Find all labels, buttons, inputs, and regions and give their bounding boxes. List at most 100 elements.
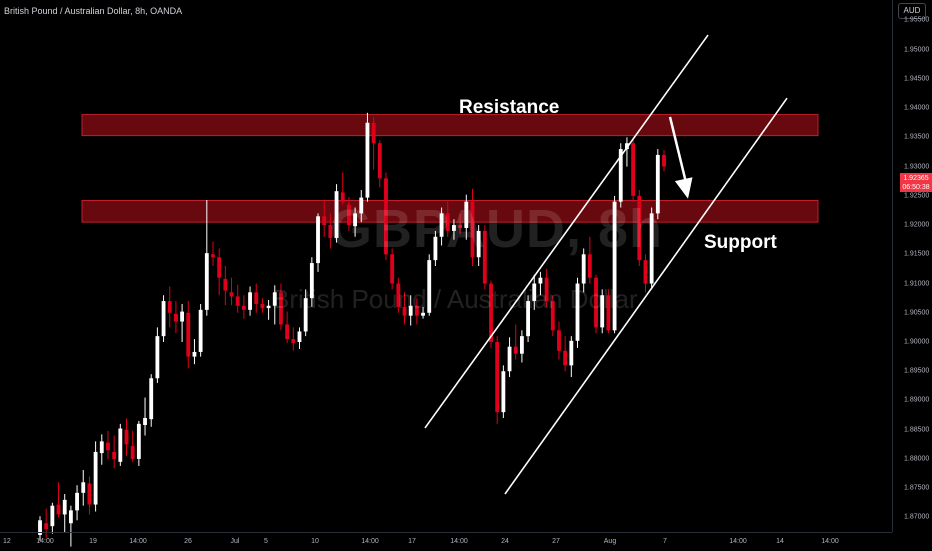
- candle-body: [452, 225, 456, 231]
- candle-body: [594, 277, 598, 328]
- candle-body: [217, 257, 222, 278]
- candle-body: [334, 191, 339, 238]
- candle-body: [328, 225, 333, 238]
- candle-body: [62, 499, 67, 515]
- price-tick-label: 1.92500: [904, 192, 930, 200]
- candle-body: [501, 371, 506, 413]
- last-price-value: 1.92365: [903, 175, 929, 182]
- candle-body: [223, 278, 228, 291]
- candle-body: [464, 201, 469, 228]
- price-tick-label: 1.92000: [904, 221, 930, 229]
- candle-body: [118, 428, 123, 462]
- candle-body: [241, 305, 246, 310]
- candle-body: [44, 523, 49, 530]
- candle-body: [291, 339, 296, 344]
- candle-body: [563, 350, 568, 366]
- candle-body: [458, 225, 463, 228]
- candle-body: [637, 195, 642, 261]
- candle-body: [489, 283, 493, 342]
- candle-body: [272, 292, 277, 306]
- candle-body: [322, 216, 327, 226]
- candle-body: [470, 201, 475, 258]
- candle-body: [495, 342, 500, 413]
- price-axis[interactable]: 1.95500 1.95000 1.94500 1.94000 1.93500 1.930…: [892, 0, 932, 532]
- candle-body: [198, 309, 203, 352]
- candle-body: [482, 230, 487, 284]
- time-tick-label: 17: [408, 538, 416, 545]
- time-tick-label: 7: [663, 538, 667, 545]
- candle-body: [174, 313, 178, 322]
- candle-body: [618, 149, 623, 202]
- candle-body: [81, 482, 86, 493]
- price-tick-label: 1.91500: [904, 250, 930, 258]
- price-tick-label: 1.87500: [904, 484, 930, 492]
- candles-layer: [38, 112, 666, 547]
- candle-body: [421, 312, 425, 316]
- channel-upper-line: [424, 34, 709, 429]
- support-zone: [81, 200, 819, 223]
- candle-body: [631, 143, 636, 196]
- resistance-label: Resistance: [459, 97, 560, 118]
- candle-body: [519, 336, 524, 354]
- candle-body: [204, 253, 209, 310]
- price-tick-label: 1.94500: [904, 75, 930, 83]
- time-tick-label: 14:00: [129, 538, 147, 545]
- candle-body: [526, 301, 530, 337]
- candle-body: [285, 324, 290, 340]
- candle-body: [353, 213, 358, 227]
- candle-body: [149, 378, 154, 420]
- price-tick-label: 1.88500: [904, 426, 930, 434]
- resistance-zone: [81, 114, 819, 137]
- bar-countdown: 06:50:38: [902, 184, 930, 191]
- candle-body: [161, 301, 166, 337]
- candle-body: [155, 336, 160, 379]
- candle-body: [408, 305, 413, 316]
- candle-body: [569, 340, 574, 366]
- symbol-title[interactable]: British Pound / Australian Dollar, 8h, O…: [4, 6, 183, 16]
- candle-body: [655, 154, 660, 214]
- candle-body: [575, 283, 580, 341]
- candle-body: [649, 213, 654, 284]
- candle-body: [340, 192, 345, 202]
- candle-body: [612, 201, 617, 331]
- price-tick-label: 1.93000: [904, 163, 930, 171]
- candle-body: [180, 311, 185, 322]
- candle-body: [445, 213, 450, 231]
- price-tick-label: 1.89000: [904, 396, 930, 404]
- candle-body: [557, 330, 561, 351]
- candle-body: [606, 295, 611, 331]
- candle-body: [377, 143, 382, 179]
- candle-body: [68, 510, 73, 524]
- candle-body: [303, 298, 308, 332]
- watermark-description: British Pound / Australian Dollar: [272, 284, 638, 314]
- price-tick-label: 1.90000: [904, 338, 930, 346]
- currency-badge[interactable]: AUD: [898, 3, 926, 19]
- candle-body: [136, 423, 141, 459]
- candle-body: [254, 292, 259, 304]
- candle-body: [532, 283, 537, 302]
- price-tick-label: 1.94000: [904, 104, 930, 112]
- price-tick-label: 1.87000: [904, 513, 930, 521]
- candle-body: [56, 504, 61, 515]
- price-tick-label: 1.93500: [904, 133, 930, 141]
- time-tick-label: 5: [264, 538, 268, 545]
- time-tick-label: 14:00: [821, 538, 839, 545]
- candle-body: [371, 122, 376, 144]
- candle-body: [316, 216, 320, 264]
- time-tick-label: 14:00: [450, 538, 468, 545]
- last-price-tag: 1.92365 06:50:38: [900, 173, 932, 192]
- time-tick-label: 26: [184, 538, 192, 545]
- candle-body: [384, 178, 388, 255]
- candle-body: [538, 277, 543, 284]
- candle-body: [346, 204, 351, 226]
- candle-body: [427, 260, 432, 313]
- candle-body: [643, 260, 648, 284]
- candle-body: [390, 254, 395, 284]
- lines-layer: [424, 34, 788, 495]
- zones-layer: [81, 114, 819, 223]
- time-axis[interactable]: 12 14:00 19 14:00 26 Jul 5 10 14:00 17 14:00 24 27 Au…: [0, 532, 892, 551]
- time-tick-label: 19: [89, 538, 97, 545]
- candle-body: [248, 292, 252, 310]
- candle-body: [87, 483, 92, 505]
